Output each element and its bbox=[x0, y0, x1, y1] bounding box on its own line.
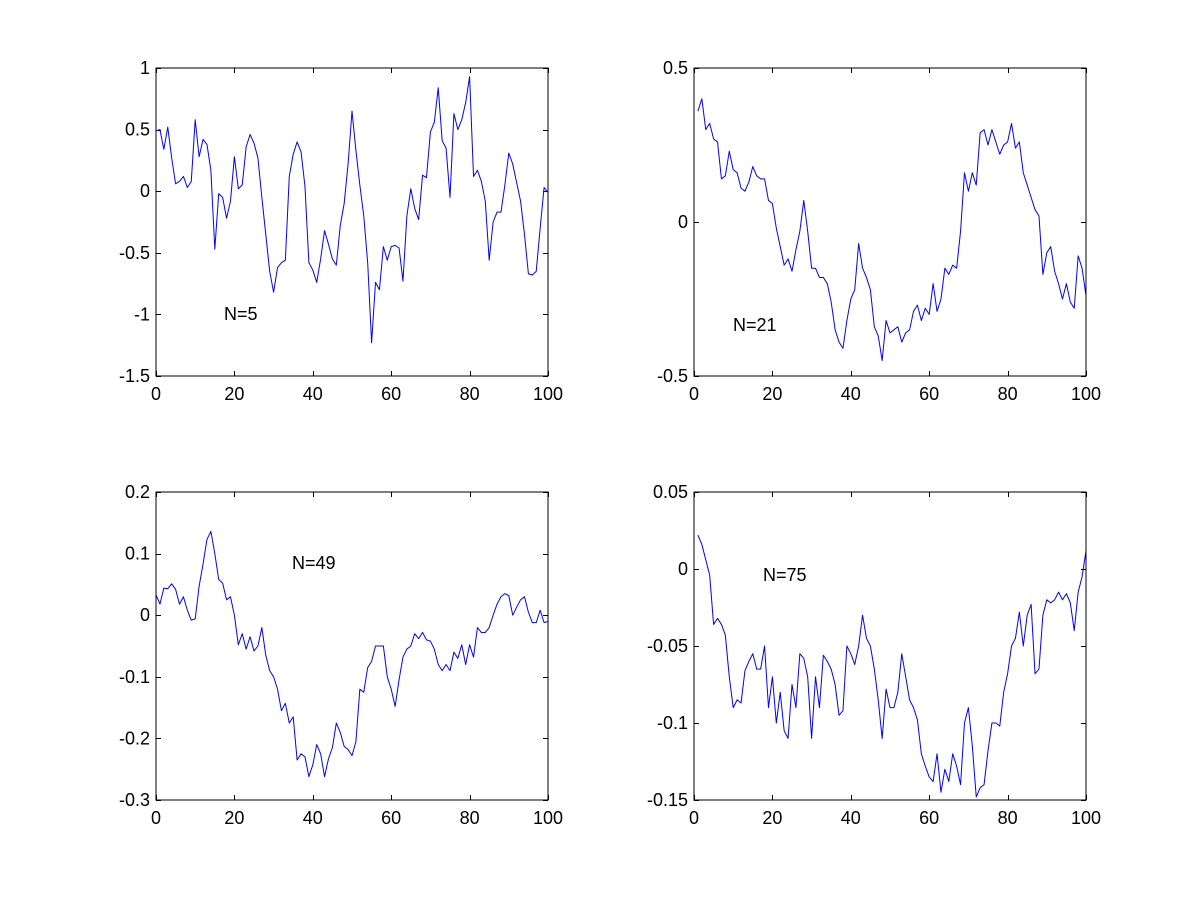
x-tick-label: 0 bbox=[689, 384, 699, 404]
y-tick-label: 0 bbox=[140, 181, 150, 201]
x-tick-label: 40 bbox=[303, 384, 323, 404]
y-tick-label: -0.3 bbox=[119, 790, 150, 810]
y-tick-label: -0.2 bbox=[119, 728, 150, 748]
y-tick-label: 0 bbox=[678, 212, 688, 232]
x-tick-label: 60 bbox=[381, 808, 401, 828]
x-tick-label: 100 bbox=[1071, 384, 1101, 404]
y-tick-label: -1.5 bbox=[119, 366, 150, 386]
y-tick-label: -0.5 bbox=[657, 366, 688, 386]
x-tick-label: 80 bbox=[460, 808, 480, 828]
y-tick-label: -1 bbox=[134, 304, 150, 324]
x-tick-label: 80 bbox=[460, 384, 480, 404]
series-line bbox=[156, 530, 548, 778]
y-tick-label: 0.5 bbox=[663, 58, 688, 78]
y-tick-label: -0.1 bbox=[119, 667, 150, 687]
x-tick-label: 100 bbox=[1071, 808, 1101, 828]
subplot-2: 0 20 40 60 80 100-0.500.5N=21 bbox=[657, 58, 1101, 404]
subplot-3: 0 20 40 60 80 100 -0.3 -0.2 -0.1 0 0.1 0.2 N=49 bbox=[119, 482, 563, 828]
x-tick-label: 80 bbox=[998, 808, 1018, 828]
annotation-label: N=75 bbox=[763, 565, 807, 585]
x-tick-label: 60 bbox=[919, 384, 939, 404]
x-tick-label: 60 bbox=[381, 384, 401, 404]
series-line bbox=[156, 76, 548, 344]
y-tick-label: -0.5 bbox=[119, 243, 150, 263]
x-tick-label: 20 bbox=[224, 384, 244, 404]
x-tick-label: 20 bbox=[762, 808, 782, 828]
axes-frame bbox=[155, 67, 549, 377]
x-tick-label: 40 bbox=[841, 808, 861, 828]
axes-frame bbox=[693, 491, 1087, 801]
subplot-4: 0 20 40 60 80 100 -0.15 -0.1 -0.05 0 0.05 N=75 bbox=[647, 482, 1101, 828]
x-tick-label: 100 bbox=[533, 384, 563, 404]
y-tick-label: -0.1 bbox=[657, 713, 688, 733]
x-tick-label: 40 bbox=[303, 808, 323, 828]
x-tick-label: 20 bbox=[762, 384, 782, 404]
y-tick-label: 0.05 bbox=[653, 482, 688, 502]
y-tick-label: 0.5 bbox=[125, 120, 150, 140]
y-tick-label: -0.05 bbox=[647, 636, 688, 656]
x-tick-label: 80 bbox=[998, 384, 1018, 404]
y-tick-label: 1 bbox=[140, 58, 150, 78]
series-line bbox=[697, 534, 1086, 798]
x-tick-label: 0 bbox=[151, 384, 161, 404]
annotation-label: N=49 bbox=[292, 553, 336, 573]
axes-frame bbox=[693, 67, 1087, 377]
x-tick-label: 20 bbox=[224, 808, 244, 828]
y-tick-label: 0.2 bbox=[125, 482, 150, 502]
annotation-label: N=21 bbox=[733, 315, 777, 335]
x-tick-label: 100 bbox=[533, 808, 563, 828]
subplot-1: 0 20 40 60 80 100 -1.5 -1 -0.5 0 0.5 1 N=5 bbox=[119, 58, 563, 404]
series-line bbox=[697, 98, 1086, 362]
x-tick-label: 0 bbox=[151, 808, 161, 828]
x-tick-label: 40 bbox=[841, 384, 861, 404]
x-tick-label: 0 bbox=[689, 808, 699, 828]
annotation-label: N=5 bbox=[224, 304, 258, 324]
y-tick-label: 0.1 bbox=[125, 544, 150, 564]
y-tick-label: 0 bbox=[678, 559, 688, 579]
axes-frame bbox=[155, 491, 549, 801]
x-tick-label: 60 bbox=[919, 808, 939, 828]
y-tick-label: 0 bbox=[140, 605, 150, 625]
y-tick-label: -0.15 bbox=[647, 790, 688, 810]
